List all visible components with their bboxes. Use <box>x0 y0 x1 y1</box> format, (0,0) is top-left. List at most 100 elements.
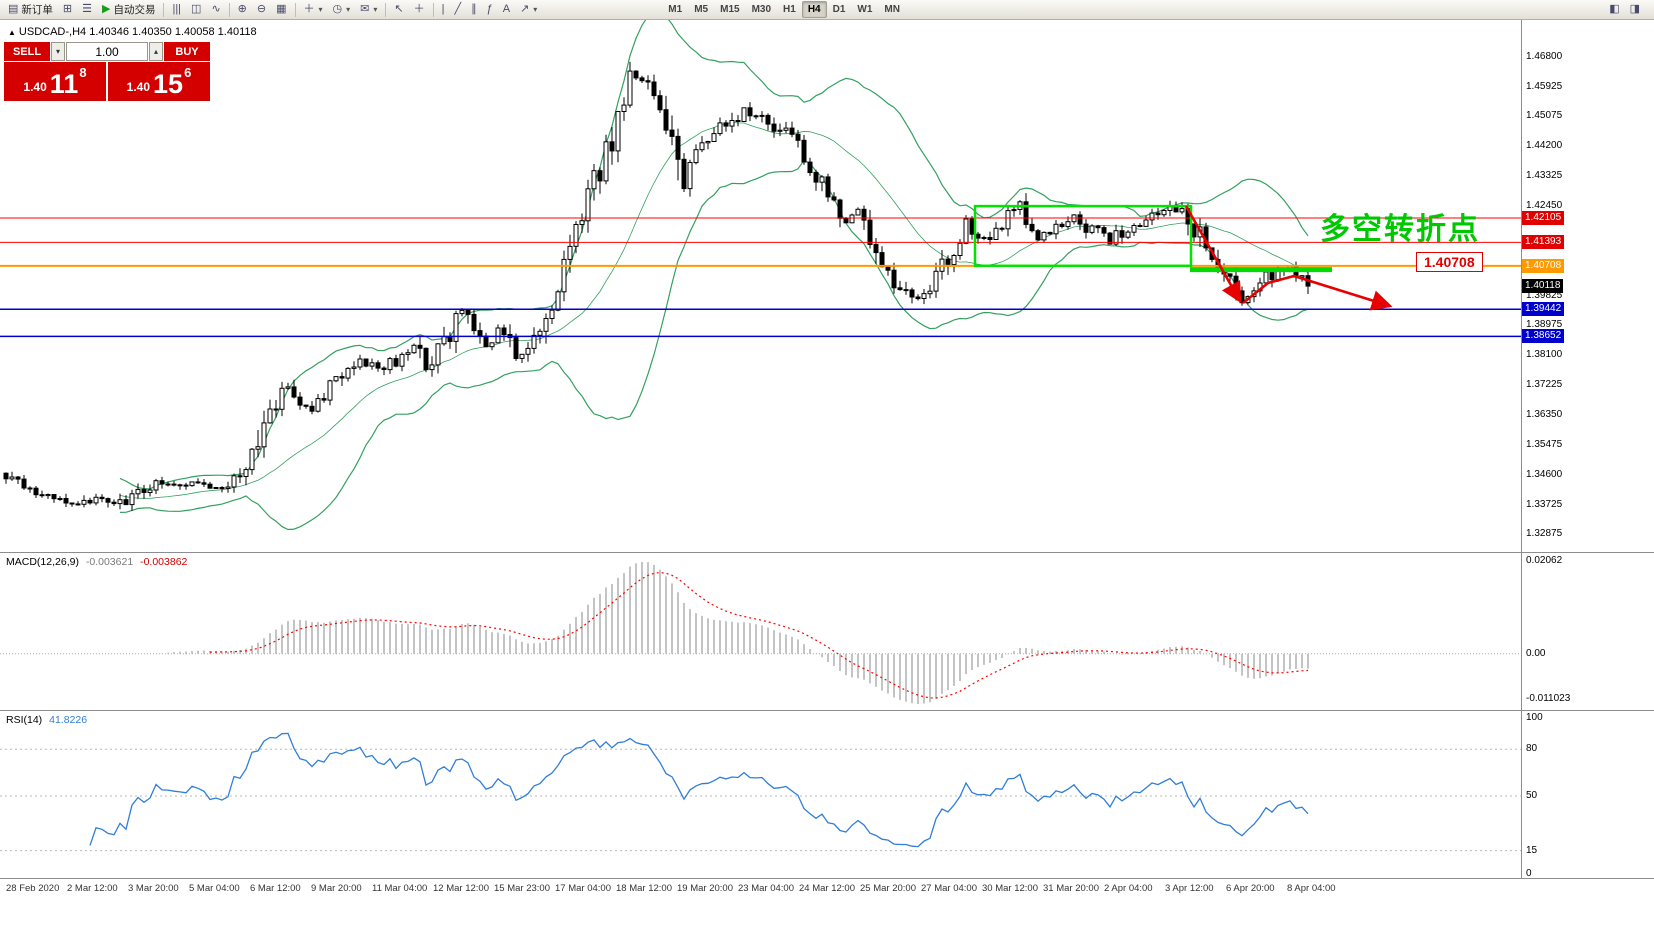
timeframe-w1-button[interactable]: W1 <box>857 4 873 15</box>
crosshair-tool-button[interactable]: ＋ <box>409 1 430 18</box>
tile-windows-button[interactable]: ▦ <box>271 1 291 18</box>
line-chart-button[interactable]: ∿ <box>206 1 225 18</box>
ohlc-values: 1.40346 1.40350 1.40058 1.40118 <box>89 26 257 38</box>
chart-annotations[interactable] <box>973 204 1393 311</box>
time-axis-label[interactable]: 23 Mar 04:00 <box>738 883 794 894</box>
timeframe-h1-button[interactable]: H1 <box>783 4 796 15</box>
templates-dropdown-icon[interactable]: ▾ <box>373 5 378 14</box>
bar-chart-icon: ||| <box>172 3 182 15</box>
time-axis-label[interactable]: 27 Mar 04:00 <box>921 883 977 894</box>
bar-chart-button[interactable]: ||| <box>167 1 186 18</box>
channel-tool-button[interactable]: ∥ <box>466 1 482 18</box>
candlestick-series[interactable] <box>3 61 1311 511</box>
price-scale-label: 1.35475 <box>1526 439 1563 451</box>
timeframe-m30-button[interactable]: M30 <box>751 4 772 15</box>
price-tag-1.39442[interactable]: 1.39442 <box>1522 302 1565 317</box>
buy-button[interactable]: BUY <box>164 42 210 61</box>
cursor-tool-button[interactable]: ↖ <box>389 1 408 18</box>
price-tag-1.40708[interactable]: 1.40708 <box>1522 258 1565 273</box>
indicators-list-button[interactable]: ＋ ▾ <box>299 1 328 18</box>
time-axis-label[interactable]: 18 Mar 12:00 <box>616 883 672 894</box>
macd-scale-bottom: -0.011023 <box>1526 693 1571 704</box>
title-marker-icon: ▲ <box>8 28 16 37</box>
time-axis-label[interactable]: 3 Mar 20:00 <box>128 883 179 894</box>
zoom-in-button[interactable]: ⊕ <box>233 1 252 18</box>
price-scale-label: 1.38975 <box>1526 319 1563 331</box>
auto-trading-button[interactable]: ▶ 自动交易 <box>97 1 160 18</box>
time-axis-label[interactable]: 11 Mar 04:00 <box>372 883 428 894</box>
panel-separator-axis[interactable] <box>0 878 1654 879</box>
periods-icon: ◷ <box>332 3 343 15</box>
new-order-button[interactable]: ▤ 新订单 <box>3 1 58 18</box>
time-axis-label[interactable]: 17 Mar 04:00 <box>555 883 611 894</box>
sell-button[interactable]: SELL <box>4 42 50 61</box>
macd-scale-zero: 0.00 <box>1526 647 1546 659</box>
price-level-label[interactable]: 1.40708 <box>1416 252 1483 272</box>
macd-value-signal: -0.003862 <box>140 556 188 568</box>
periods-dropdown-icon[interactable]: ▾ <box>346 5 351 14</box>
timeframe-m1-button[interactable]: M1 <box>668 4 683 15</box>
sell-price-button[interactable]: 1.40 11 8 <box>4 62 106 101</box>
volume-increase-button[interactable]: ▴ <box>149 42 163 61</box>
price-tag-1.42105[interactable]: 1.42105 <box>1522 210 1565 225</box>
trendline-tool-button[interactable]: ╱ <box>449 1 466 18</box>
time-axis-label[interactable]: 2 Apr 04:00 <box>1104 883 1153 894</box>
fibonacci-tool-button[interactable]: ƒ <box>482 1 498 18</box>
arrows-tool-button[interactable]: ↗ ▾ <box>515 1 542 18</box>
price-tag-1.38652[interactable]: 1.38652 <box>1522 329 1565 344</box>
time-axis-label[interactable]: 5 Mar 04:00 <box>189 883 240 894</box>
price-scale-label: 1.37225 <box>1526 379 1563 391</box>
candlestick-chart-button[interactable]: ◫ <box>186 1 206 18</box>
rsi-scale-label: 15 <box>1526 844 1538 856</box>
time-axis-label[interactable]: 28 Feb 2020 <box>6 883 60 894</box>
timeframe-mn-button[interactable]: MN <box>884 4 900 15</box>
periods-button[interactable]: ◷ ▾ <box>328 1 356 18</box>
horizontal-level-lines[interactable] <box>0 217 1521 338</box>
buy-price-big: 15 <box>153 69 184 99</box>
time-axis-label[interactable]: 25 Mar 20:00 <box>860 883 916 894</box>
price-scale-border[interactable] <box>1521 20 1522 879</box>
time-axis-label[interactable]: 12 Mar 12:00 <box>433 883 489 894</box>
time-axis-label[interactable]: 24 Mar 12:00 <box>799 883 855 894</box>
volume-input[interactable]: 1.00 <box>66 42 148 61</box>
annotation-text[interactable]: 多空转折点 <box>1320 213 1480 246</box>
arrows-tool-icon: ↗ <box>520 3 530 15</box>
price-tag-1.40118[interactable]: 1.40118 <box>1522 279 1564 294</box>
panel-separator-macd[interactable] <box>0 552 1654 553</box>
timeframe-d1-button[interactable]: D1 <box>832 4 846 15</box>
text-tool-button[interactable]: A <box>498 1 515 18</box>
rsi-scale-label: 50 <box>1526 790 1538 801</box>
timeframe-h4-button[interactable]: H4 <box>801 1 827 18</box>
zoom-out-button[interactable]: ⊖ <box>252 1 271 18</box>
time-axis-label[interactable]: 19 Mar 20:00 <box>677 883 733 894</box>
time-axis-label[interactable]: 30 Mar 12:00 <box>982 883 1038 894</box>
chart-title: ▲ USDCAD-,H4 1.40346 1.40350 1.40058 1.40… <box>8 26 257 38</box>
buy-price-button[interactable]: 1.40 15 6 <box>108 62 210 101</box>
volume-decrease-button[interactable]: ▾ <box>51 42 65 61</box>
time-axis-label[interactable]: 9 Mar 20:00 <box>311 883 362 894</box>
time-axis-label[interactable]: 8 Apr 04:00 <box>1287 883 1336 894</box>
time-axis-label[interactable]: 3 Apr 12:00 <box>1165 883 1214 894</box>
timeframe-m15-button[interactable]: M15 <box>720 4 740 15</box>
auto-scroll-icon: ◨ <box>1629 3 1640 15</box>
time-axis-label[interactable]: 2 Mar 12:00 <box>67 883 118 894</box>
chart-windows-button[interactable]: ⊞ <box>58 1 77 18</box>
time-axis-label[interactable]: 6 Apr 20:00 <box>1226 883 1275 894</box>
time-axis-label[interactable]: 31 Mar 20:00 <box>1043 883 1099 894</box>
chart-shift-button[interactable]: ◧ <box>1604 1 1624 18</box>
auto-scroll-button[interactable]: ◨ <box>1625 1 1645 18</box>
panel-separator-rsi[interactable] <box>0 710 1654 711</box>
time-axis-label[interactable]: 15 Mar 23:00 <box>494 883 550 894</box>
arrows-tool-dropdown-icon[interactable]: ▾ <box>533 5 538 14</box>
macd-indicator-label: MACD(12,26,9) -0.003621 -0.003862 <box>6 556 187 568</box>
market-watch-button[interactable]: ☰ <box>77 1 97 18</box>
indicators-list-dropdown-icon[interactable]: ▾ <box>318 5 323 14</box>
time-axis-label[interactable]: 6 Mar 12:00 <box>250 883 301 894</box>
templates-button[interactable]: ✉ ▾ <box>355 1 382 18</box>
price-tag-1.41393[interactable]: 1.41393 <box>1522 235 1565 250</box>
chart-windows-icon: ⊞ <box>62 3 73 15</box>
vertical-line-tool-button[interactable]: | <box>437 1 450 18</box>
trendline-tool-icon: ╱ <box>454 3 462 15</box>
timeframe-m5-button[interactable]: M5 <box>694 4 709 15</box>
